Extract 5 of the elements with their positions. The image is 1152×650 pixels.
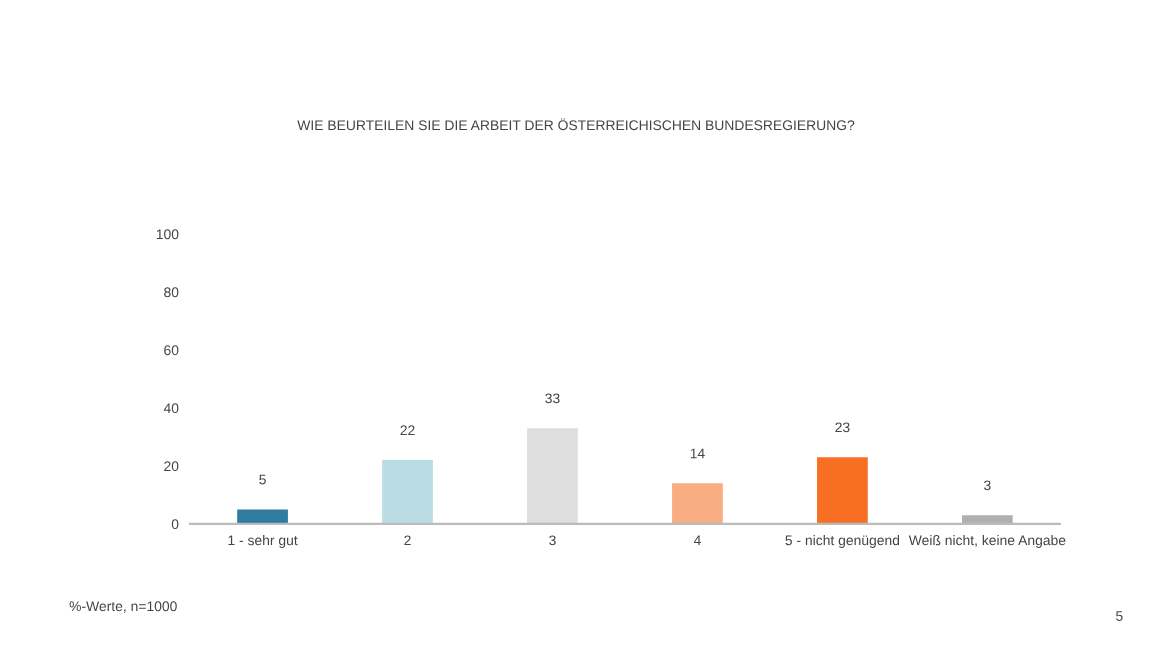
- bar: [817, 457, 868, 524]
- bar: [382, 460, 433, 524]
- bar: [237, 509, 288, 524]
- bar: [672, 483, 723, 524]
- bar: [527, 428, 578, 524]
